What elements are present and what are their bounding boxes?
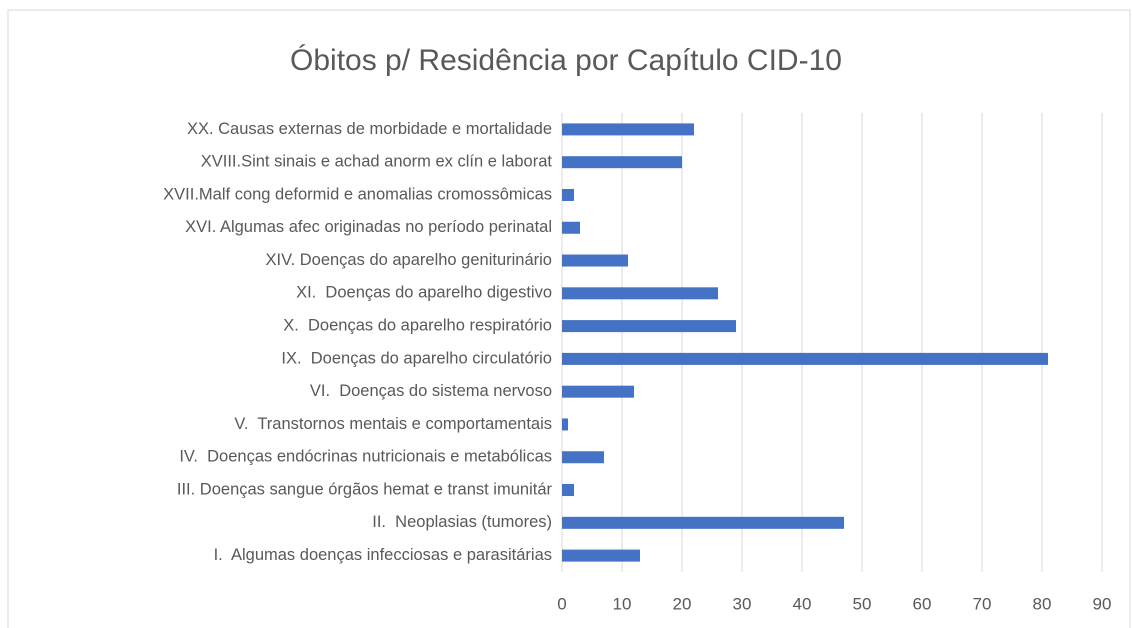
x-tick-label: 0: [557, 594, 566, 613]
y-tick-label: XVIII.Sint sinais e achad anorm ex clín …: [201, 153, 553, 171]
y-tick-label: V. Transtornos mentais e comportamentais: [234, 415, 552, 433]
bar: [562, 352, 1048, 365]
bar: [562, 418, 568, 431]
bar: [562, 320, 736, 333]
chart-frame: [7, 9, 1131, 628]
y-tick-label: I. Algumas doenças infecciosas e parasit…: [214, 546, 552, 564]
bar: [562, 188, 574, 201]
y-tick-label: IX. Doenças do aparelho circulatório: [281, 349, 552, 367]
x-tick-label: 50: [853, 594, 872, 613]
y-tick-label: IV. Doenças endócrinas nutricionais e me…: [179, 448, 552, 466]
x-tick-label: 40: [793, 594, 812, 613]
y-tick-label: XX. Causas externas de morbidade e morta…: [187, 120, 552, 138]
y-tick-label: VI. Doenças do sistema nervoso: [310, 382, 552, 400]
y-tick-label: XIV. Doenças do aparelho geniturinário: [265, 251, 552, 269]
bar: [562, 156, 682, 169]
bar: [562, 221, 580, 234]
y-tick-label: XVII.Malf cong deformid e anomalias crom…: [163, 185, 552, 203]
bar: [562, 123, 694, 136]
x-tick-label: 60: [913, 594, 932, 613]
bar: [562, 451, 604, 464]
y-tick-label: XI. Doenças do aparelho digestivo: [296, 284, 552, 302]
bar: [562, 287, 718, 300]
x-tick-label: 30: [733, 594, 752, 613]
bar: [562, 484, 574, 497]
y-tick-label: II. Neoplasias (tumores): [372, 513, 552, 531]
chart-title: Óbitos p/ Residência por Capítulo CID-10: [290, 44, 842, 77]
x-tick-label: 70: [973, 594, 992, 613]
bar: [562, 385, 634, 398]
y-tick-label: XVI. Algumas afec originadas no período …: [185, 218, 552, 236]
bar: [562, 549, 640, 562]
x-tick-label: 10: [613, 594, 632, 613]
bar: [562, 254, 628, 267]
y-tick-label: X. Doenças do aparelho respiratório: [283, 316, 552, 334]
x-tick-label: 20: [673, 594, 692, 613]
bar: [562, 516, 844, 529]
x-tick-label: 80: [1033, 594, 1052, 613]
x-tick-label: 90: [1093, 594, 1112, 613]
y-tick-label: III. Doenças sangue órgãos hemat e trans…: [177, 480, 553, 498]
